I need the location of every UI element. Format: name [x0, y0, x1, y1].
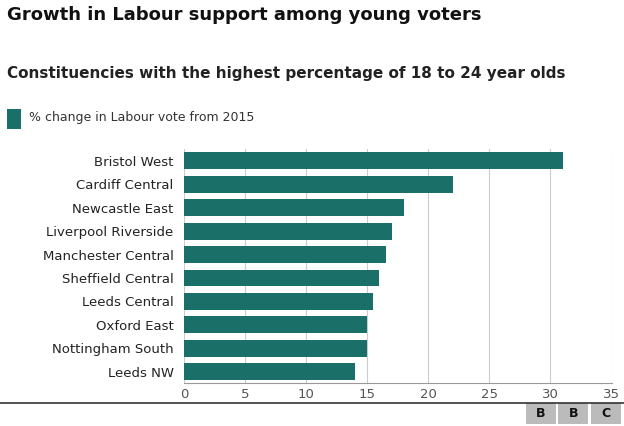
Bar: [184, 246, 386, 263]
Text: B: B: [568, 407, 578, 420]
Bar: [184, 363, 355, 380]
Bar: [184, 340, 368, 357]
Bar: [184, 199, 404, 216]
Bar: [184, 293, 373, 310]
Bar: [184, 223, 392, 239]
Text: Growth in Labour support among young voters: Growth in Labour support among young vot…: [7, 6, 482, 24]
Bar: [184, 153, 563, 169]
Text: B: B: [536, 407, 546, 420]
Bar: [184, 317, 368, 333]
Text: Constituencies with the highest percentage of 18 to 24 year olds: Constituencies with the highest percenta…: [7, 66, 566, 81]
Text: % change in Labour vote from 2015: % change in Labour vote from 2015: [29, 111, 254, 124]
Bar: [184, 270, 379, 286]
Bar: [184, 176, 453, 193]
Text: C: C: [602, 407, 610, 420]
